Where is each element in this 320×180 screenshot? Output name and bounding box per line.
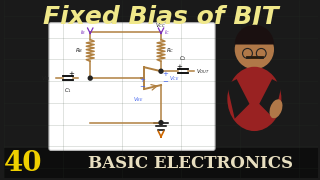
Polygon shape bbox=[227, 79, 250, 119]
Text: $C_2$: $C_2$ bbox=[179, 54, 187, 63]
Text: $V_{CE}$: $V_{CE}$ bbox=[169, 74, 180, 83]
Text: +: + bbox=[177, 64, 183, 70]
Text: +: + bbox=[68, 71, 75, 77]
Circle shape bbox=[159, 121, 163, 125]
FancyBboxPatch shape bbox=[49, 23, 215, 150]
Text: $C_1$: $C_1$ bbox=[64, 86, 71, 95]
Bar bbox=[4, 148, 318, 178]
Text: +: + bbox=[140, 77, 145, 83]
Circle shape bbox=[88, 76, 92, 80]
Circle shape bbox=[235, 30, 274, 69]
Ellipse shape bbox=[227, 67, 281, 131]
Text: $V_{IN}$: $V_{IN}$ bbox=[41, 74, 50, 83]
Text: Fixed Bias of BJT: Fixed Bias of BJT bbox=[43, 5, 279, 29]
Text: −: − bbox=[140, 84, 145, 90]
Text: −: − bbox=[162, 79, 168, 85]
Text: $R_B$: $R_B$ bbox=[75, 46, 83, 55]
Ellipse shape bbox=[269, 99, 283, 118]
Text: $R_C$: $R_C$ bbox=[166, 46, 174, 55]
Wedge shape bbox=[235, 25, 274, 44]
Text: $I_B$: $I_B$ bbox=[80, 28, 86, 37]
Text: $V_{OUT}$: $V_{OUT}$ bbox=[196, 67, 210, 76]
Text: BASIC ELECTRONICS: BASIC ELECTRONICS bbox=[88, 155, 293, 172]
Circle shape bbox=[159, 69, 163, 73]
Text: $V_{CC}$: $V_{CC}$ bbox=[156, 21, 167, 30]
Text: 40: 40 bbox=[4, 150, 43, 177]
Text: $I_C$: $I_C$ bbox=[164, 28, 170, 37]
Text: +: + bbox=[162, 71, 168, 77]
Text: $V_{BE}$: $V_{BE}$ bbox=[133, 95, 144, 104]
Polygon shape bbox=[259, 79, 282, 119]
